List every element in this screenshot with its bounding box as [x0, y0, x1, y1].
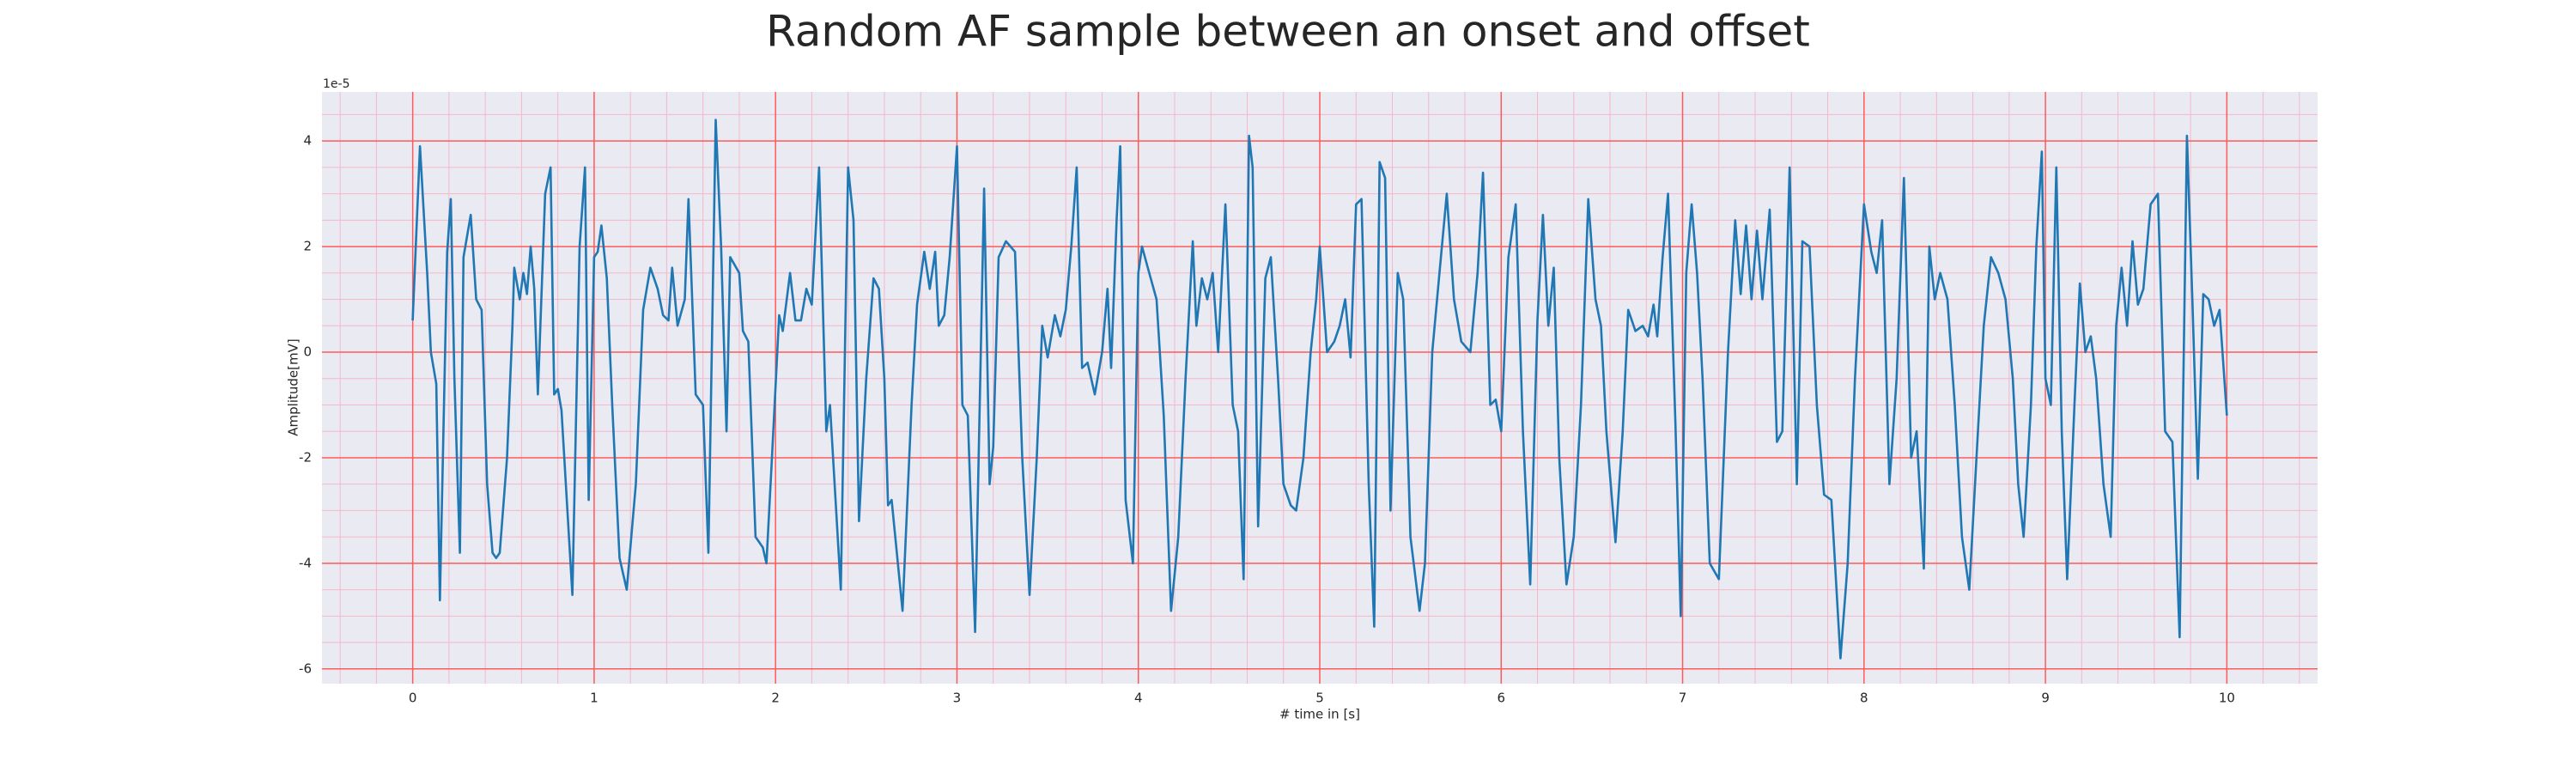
y-tick-label: 2 [303, 239, 312, 254]
y-axis-label: Amplitude[mV] [286, 338, 301, 435]
x-tick-label: 7 [1679, 691, 1687, 706]
x-tick-label: 0 [409, 691, 417, 706]
x-tick-label: 6 [1497, 691, 1505, 706]
y-offset-label: 1e-5 [323, 77, 349, 91]
x-tick-label: 5 [1315, 691, 1324, 706]
x-tick-label: 3 [953, 691, 962, 706]
y-tick-label: -2 [299, 449, 312, 465]
x-tick-label: 9 [2041, 691, 2050, 706]
x-tick-label: 2 [771, 691, 780, 706]
x-axis-label: # time in [s] [1279, 707, 1360, 722]
y-tick-label: -6 [299, 660, 312, 676]
y-tick-label: 4 [303, 133, 312, 149]
chart-title: Random AF sample between an onset and of… [766, 7, 1810, 57]
x-tick-label: 8 [1860, 691, 1868, 706]
x-tick-label: 4 [1134, 691, 1143, 706]
signal-line [411, 119, 2228, 660]
y-tick-label: -4 [299, 555, 312, 570]
x-tick-label: 10 [2219, 691, 2235, 706]
y-tick-label: 0 [303, 344, 312, 360]
x-tick-label: 1 [590, 691, 598, 706]
